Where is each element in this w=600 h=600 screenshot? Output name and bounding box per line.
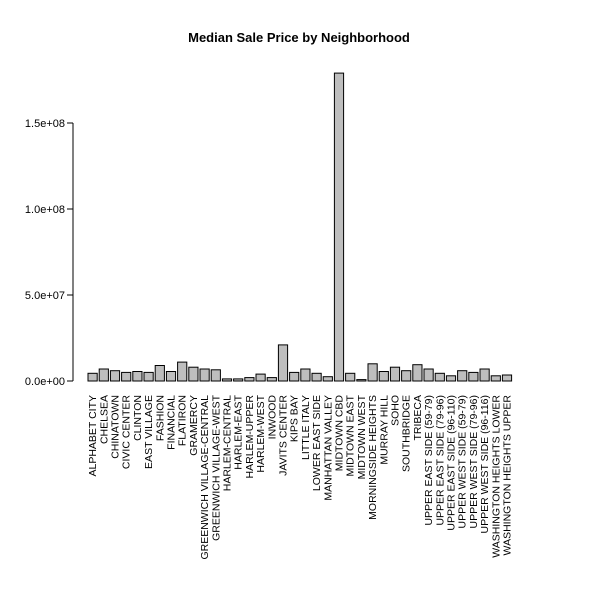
y-tick-label: 1.5e+08	[25, 118, 65, 130]
x-tick-label: JAVITS CENTER	[278, 395, 290, 476]
x-tick-label: HARLEM-UPPER	[244, 395, 256, 479]
x-tick-label: MIDTOWN WEST	[356, 394, 368, 479]
x-tick-label: INWOOD	[266, 395, 278, 440]
x-tick-label: CLINTON	[132, 395, 144, 441]
bar	[289, 371, 300, 382]
x-tick-label: LITTLE ITALY	[300, 395, 312, 460]
x-tick-label: ALPHABET CITY	[87, 395, 99, 477]
bar	[98, 368, 109, 382]
x-tick-label: MORNINGSIDE HEIGHTS	[367, 395, 379, 520]
bar	[132, 371, 143, 382]
x-tick-label: SOUTHBRIDGE	[401, 395, 413, 472]
bar	[199, 368, 210, 382]
bars	[87, 72, 513, 382]
x-tick-label: UPPER EAST SIDE (79-96)	[434, 395, 446, 526]
bar	[333, 72, 345, 382]
x-tick-label: UPPER EAST SIDE (59-79)	[423, 395, 435, 526]
bar	[356, 379, 367, 382]
y-tick-label: 0.0e+00	[25, 376, 65, 388]
x-tick-label: HARLEM-WEST	[255, 394, 267, 472]
bar	[412, 364, 423, 382]
bar	[479, 368, 490, 382]
x-tick-label: TRIBECA	[412, 395, 424, 441]
bar	[266, 377, 277, 382]
x-tick-label: GREENWICH VILLAGE-WEST	[210, 394, 222, 540]
bar	[468, 371, 479, 382]
x-tick-label: KIPS BAY	[289, 395, 301, 442]
bar	[401, 370, 412, 382]
bar	[367, 363, 378, 382]
bar	[378, 371, 389, 382]
bar	[109, 370, 121, 382]
bar	[322, 376, 333, 382]
x-tick-label: MURRAY HILL	[378, 395, 390, 465]
bar	[501, 374, 513, 382]
bar	[423, 368, 434, 382]
x-tick-label: FLATIRON	[177, 395, 189, 446]
bar	[277, 344, 289, 382]
chart-title: Median Sale Price by Neighborhood	[188, 30, 410, 45]
bar	[121, 371, 132, 382]
bar	[300, 368, 311, 382]
bar	[389, 366, 401, 382]
x-tick-label: EAST VILLAGE	[143, 395, 155, 469]
x-tick-label: SOHO	[390, 395, 402, 426]
bar	[221, 378, 233, 382]
x-tick-label: CHELSEA	[98, 395, 110, 444]
bar	[233, 378, 244, 382]
x-tick-label: GREENWICH VILLAGE-CENTRAL	[199, 395, 211, 560]
x-tick-label: CHINATOWN	[110, 395, 122, 459]
bar	[165, 371, 177, 382]
bar	[244, 377, 255, 382]
y-tick-label: 1.0e+08	[25, 204, 65, 216]
x-tick-label: UPPER WEST SIDE (59-79)	[457, 395, 469, 528]
bar	[255, 373, 266, 382]
y-axis: 0.0e+00 5.0e+07 1.0e+08 1.5e+08	[25, 118, 74, 388]
x-tick-label: CIVIC CENTER	[121, 395, 133, 470]
bar	[434, 372, 445, 382]
bar	[188, 366, 199, 382]
bar	[445, 375, 457, 382]
x-tick-label: MANHATTAN VALLEY	[322, 395, 334, 501]
x-tick-label: UPPER EAST SIDE (96-110)	[446, 395, 458, 531]
x-tick-label: UPPER WEST SIDE (79-96)	[468, 395, 480, 528]
bar	[143, 371, 154, 382]
x-tick-label: MIDTOWN CBD	[334, 395, 346, 472]
x-tick-label: LOWER EAST SIDE	[311, 395, 323, 491]
x-tick-label: WASHINGTON HEIGHTS LOWER	[490, 395, 502, 558]
bar	[154, 365, 165, 382]
bar	[177, 361, 188, 382]
x-tick-label: UPPER WEST SIDE (96-116)	[479, 395, 491, 533]
bar	[210, 369, 221, 382]
bar	[457, 370, 468, 382]
y-tick-label: 5.0e+07	[25, 290, 65, 302]
bar	[311, 372, 322, 382]
bar	[490, 375, 501, 382]
x-tick-label: HARLEM-EAST	[233, 394, 245, 469]
bar	[345, 372, 356, 382]
x-tick-label: HARLEM-CENTRAL	[222, 395, 234, 491]
x-tick-label: FINANCIAL	[166, 395, 178, 450]
x-tick-label: GRAMERCY	[188, 395, 200, 456]
x-tick-label: MIDTOWN EAST	[345, 394, 357, 476]
x-tick-label: WASHINGTON HEIGHTS UPPER	[502, 395, 514, 556]
x-axis-labels: ALPHABET CITY CHELSEA CHINATOWN CIVIC CENTE…	[87, 394, 513, 559]
bar	[87, 372, 98, 382]
x-tick-label: FASHION	[154, 395, 166, 441]
